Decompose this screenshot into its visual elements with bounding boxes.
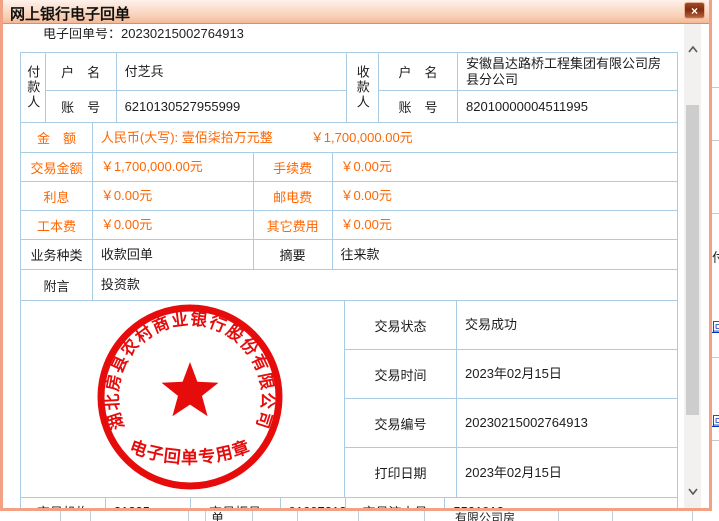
background-link-fragment[interactable]: 回 — [712, 320, 719, 334]
field-label: 交易流水号 — [346, 498, 446, 508]
background-table-line — [205, 511, 206, 521]
dialog-titlebar: 网上银行电子回单 × — [3, 0, 709, 24]
payee-account-label: 账 号 — [379, 91, 458, 123]
field-value: 91007313 — [281, 498, 346, 508]
field-label: 交易金额 — [21, 153, 93, 182]
background-table-line — [60, 511, 61, 521]
remark-row: 附言 投资款 — [21, 270, 678, 301]
amount-numeric: ￥1,700,000.00元 — [310, 129, 413, 145]
payee-name-value: 安徽昌达路桥工程集团有限公司房县分公司 — [458, 53, 678, 91]
background-table-line — [712, 357, 719, 358]
vertical-scrollbar — [684, 24, 701, 508]
background-table-line — [424, 511, 425, 521]
payer-name-label: 户 名 — [45, 53, 117, 91]
field-label: 邮电费 — [253, 182, 333, 211]
background-table-line — [188, 511, 189, 521]
background-link-fragment[interactable]: 回 — [712, 414, 719, 428]
scrollbar-thumb[interactable] — [686, 105, 699, 415]
background-table-line — [252, 511, 253, 521]
fee-row: 工本费 ￥0.00元 其它费用 ￥0.00元 — [21, 211, 678, 240]
scroll-down-button[interactable] — [684, 482, 701, 500]
background-table-line — [712, 87, 719, 88]
amount-row: 金 额 人民币(大写): 壹佰柒拾万元整 ￥1,700,000.00元 — [21, 123, 678, 153]
field-value: ￥0.00元 — [332, 211, 678, 240]
background-table-line — [558, 511, 559, 521]
remark-label: 附言 — [21, 270, 93, 301]
stamp-caption: 电子回单专用章 — [127, 436, 253, 467]
field-value: 2023年02月15日 — [457, 350, 678, 399]
chevron-down-icon — [687, 488, 698, 495]
receipt-table: 付款人 户 名 付芝兵 账 号 6210130527955999 收款人 户 名 — [20, 52, 679, 508]
remark-value: 投资款 — [92, 270, 678, 301]
field-label: 打印日期 — [345, 448, 457, 498]
amount-words: 人民币(大写): 壹佰柒拾万元整 — [100, 129, 273, 145]
payee-name-label: 户 名 — [379, 53, 458, 91]
background-table-line — [90, 511, 91, 521]
amount-value: 人民币(大写): 壹佰柒拾万元整 ￥1,700,000.00元 — [92, 123, 678, 153]
fee-row: 利息 ￥0.00元 邮电费 ￥0.00元 — [21, 182, 678, 211]
business-type-row: 业务种类 收款回单 摘要 往来款 — [21, 240, 678, 270]
background-text-fragment: 有限公司房 — [455, 511, 516, 521]
field-value: 5531913 — [445, 498, 679, 508]
payer-name-value: 付芝兵 — [116, 53, 347, 91]
background-table-line — [612, 511, 613, 521]
field-value: 往来款 — [332, 240, 678, 270]
stamp-ring — [97, 304, 283, 490]
fee-row: 交易金额 ￥1,700,000.00元 手续费 ￥0.00元 — [21, 153, 678, 182]
background-table-line — [712, 140, 719, 141]
background-table-line — [692, 511, 693, 521]
field-value: ￥0.00元 — [332, 153, 678, 182]
field-label: 其它费用 — [253, 211, 333, 240]
background-table-line — [358, 511, 359, 521]
scroll-up-button[interactable] — [684, 40, 701, 58]
stamp-and-txn-row: 交易状态 交易成功 交易时间 2023年02月15日 交易编号 20230215… — [21, 301, 678, 498]
field-label: 交易机构 — [21, 498, 106, 508]
amount-label: 金 额 — [21, 123, 93, 153]
background-text-fragment: 单 — [211, 511, 225, 521]
payer-account-value: 6210130527955999 — [116, 91, 347, 123]
field-value: ￥0.00元 — [332, 182, 678, 211]
field-label: 业务种类 — [21, 240, 93, 270]
field-label: 工本费 — [21, 211, 93, 240]
payee-role-label: 收款人 — [346, 53, 379, 123]
field-value: ￥0.00元 — [92, 182, 254, 211]
field-value: ￥1,700,000.00元 — [92, 153, 254, 182]
field-label: 交易状态 — [345, 301, 457, 350]
background-text-fragment: 付 — [712, 250, 719, 265]
background-table-line — [712, 213, 719, 214]
field-value: 收款回单 — [92, 240, 254, 270]
field-label: 交易时间 — [345, 350, 457, 399]
parties-row: 付款人 户 名 付芝兵 账 号 6210130527955999 收款人 户 名 — [21, 53, 678, 123]
field-value: 20230215002764913 — [457, 399, 678, 448]
field-value: 21335 — [106, 498, 191, 508]
dialog-title: 网上银行电子回单 — [10, 6, 131, 23]
field-label: 利息 — [21, 182, 93, 211]
branch-row: 交易机构 21335 交易柜员 91007313 交易流水号 5531913 — [21, 498, 679, 508]
payer-account-label: 账 号 — [45, 91, 117, 123]
close-button[interactable]: × — [684, 2, 705, 19]
chevron-up-icon — [687, 45, 698, 52]
field-label: 手续费 — [253, 153, 333, 182]
field-value: ￥0.00元 — [92, 211, 254, 240]
field-value: 2023年02月15日 — [457, 448, 678, 498]
background-table-line — [712, 440, 719, 441]
background-page-bottom: 单 有限公司房 — [0, 511, 719, 521]
receipt-number: 电子回单号：20230215002764913 — [43, 28, 244, 39]
receipt-number-clip: 电子回单号：20230215002764913 — [43, 28, 244, 39]
background-page-right: 付 回 回 回 — [712, 0, 719, 521]
field-label: 交易柜员 — [191, 498, 281, 508]
close-icon: × — [690, 3, 698, 18]
payee-account-value: 82010000004511995 — [458, 91, 678, 123]
bank-stamp: 湖北房县农村商业银行股份有限公司 电子回单专用章 — [97, 304, 283, 490]
payer-role-label: 付款人 — [21, 53, 46, 123]
receipt-dialog: 网上银行电子回单 × 电子回单号：20230215002764913 付款人 户… — [0, 0, 712, 511]
background-table-line — [297, 511, 298, 521]
field-label: 交易编号 — [345, 399, 457, 448]
field-value: 交易成功 — [457, 301, 678, 350]
stamp-area — [21, 301, 345, 498]
field-label: 摘要 — [253, 240, 333, 270]
stamp-star — [161, 362, 219, 417]
